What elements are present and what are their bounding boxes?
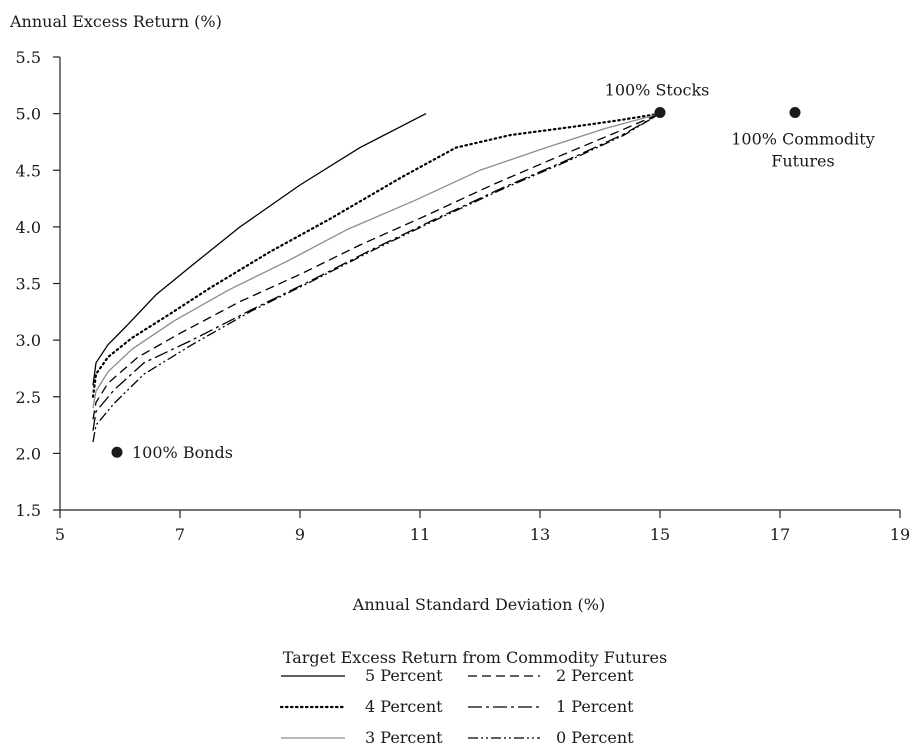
axes: 5 7 9 11 13 15 17 19 1.5 2.0 2.5 3.0 3.5 4.0 4.5 5.0 5.5 <box>16 48 911 544</box>
marker-100-stocks <box>654 106 666 118</box>
y-tick-label: 4.5 <box>16 161 41 180</box>
marker-100-bonds <box>111 446 123 458</box>
x-tick-label: 17 <box>770 525 790 544</box>
y-axis-title: Annual Excess Return (%) <box>9 12 222 31</box>
series-line-4-percent <box>91 112 662 398</box>
series-line-2-percent <box>92 113 661 420</box>
legend-label-2-percent: 2 Percent <box>556 666 634 685</box>
annotation-100-stocks: 100% Stocks <box>605 80 710 99</box>
legend: 5 Percent 4 Percent 3 Percent 2 Percent 1 Pe… <box>279 666 634 747</box>
y-tick-label: 2.5 <box>16 388 41 407</box>
x-tick-label: 11 <box>410 525 430 544</box>
series-line-1-percent <box>92 113 661 431</box>
legend-label-0-percent: 0 Percent <box>556 728 634 747</box>
series-line-0-percent <box>92 113 661 443</box>
y-tick-label: 2.0 <box>16 444 41 463</box>
x-tick-label: 15 <box>650 525 670 544</box>
legend-label-3-percent: 3 Percent <box>365 728 443 747</box>
annotation-100-commodity-futures-line: 100% Commodity <box>731 129 875 148</box>
series-line-3-percent <box>92 112 661 409</box>
y-tick-label: 5.0 <box>16 105 41 124</box>
legend-title: Target Excess Return from Commodity Futu… <box>283 648 667 667</box>
series-layer <box>91 112 662 443</box>
legend-label-4-percent: 4 Percent <box>365 697 443 716</box>
legend-label-1-percent: 1 Percent <box>556 697 634 716</box>
y-tick-label: 3.5 <box>16 275 41 294</box>
legend-label-5-percent: 5 Percent <box>365 666 443 685</box>
y-tick-label: 5.5 <box>16 48 41 67</box>
series-line-5-percent <box>92 113 427 386</box>
y-tick-label: 1.5 <box>16 501 41 520</box>
annotation-100-bonds: 100% Bonds <box>132 443 233 462</box>
x-tick-label: 5 <box>55 525 65 544</box>
y-tick-label: 4.0 <box>16 218 41 237</box>
x-axis-title: Annual Standard Deviation (%) <box>352 595 605 614</box>
x-tick-label: 7 <box>175 525 185 544</box>
x-tick-label: 9 <box>295 525 305 544</box>
y-tick-label: 3.0 <box>16 331 41 350</box>
annotation-100-commodity-futures-line: Futures <box>771 151 834 170</box>
x-tick-label: 13 <box>530 525 550 544</box>
marker-100-commodity-futures <box>789 106 801 118</box>
x-tick-label: 19 <box>890 525 910 544</box>
marker-layer: 100% Bonds 100% Stocks 100% Commodity Futur… <box>111 80 875 462</box>
